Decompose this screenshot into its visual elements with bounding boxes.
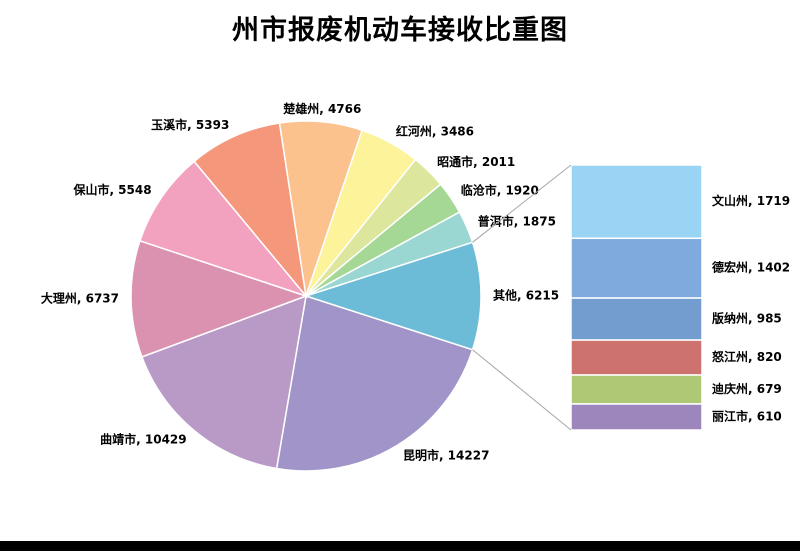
breakout-segment bbox=[570, 237, 703, 299]
chart-title: 州市报废机动车接收比重图 bbox=[232, 15, 568, 46]
slice-label: 曲靖市, 10429 bbox=[100, 431, 187, 446]
breakout-label: 迪庆州, 679 bbox=[712, 381, 782, 396]
slice-label: 玉溪市, 5393 bbox=[151, 117, 229, 132]
slice-label: 临沧市, 1920 bbox=[461, 182, 539, 197]
breakout-segment bbox=[570, 297, 703, 341]
slice-label: 楚雄州, 4766 bbox=[282, 101, 361, 116]
pie-slice bbox=[130, 239, 309, 358]
pie-slice bbox=[275, 295, 474, 472]
breakout-segment bbox=[570, 403, 703, 431]
slice-label: 保山市, 5548 bbox=[72, 182, 151, 197]
slice-label: 普洱市, 1875 bbox=[478, 214, 556, 229]
pie-slice bbox=[140, 294, 307, 470]
breakout-segment bbox=[570, 339, 703, 376]
breakout-label: 丽江市, 610 bbox=[712, 408, 782, 423]
slice-label: 其他, 6215 bbox=[493, 288, 559, 303]
breakout-label: 文山州, 1719 bbox=[712, 193, 790, 208]
pie-slice bbox=[138, 160, 309, 298]
slice-label: 昭通市, 2011 bbox=[437, 154, 515, 169]
breakout-label: 版纳州, 985 bbox=[712, 311, 782, 326]
slice-label: 大理州, 6737 bbox=[41, 291, 119, 306]
slice-label: 昆明市, 14227 bbox=[403, 447, 490, 462]
breakout-segment bbox=[570, 374, 703, 405]
pie-slice bbox=[193, 122, 308, 299]
pie-slice bbox=[303, 241, 482, 351]
connector-line bbox=[472, 164, 572, 243]
slice-label: 红河州, 3486 bbox=[396, 124, 474, 139]
breakout-label: 怒江州, 820 bbox=[712, 349, 782, 364]
breakout-segment bbox=[570, 164, 703, 240]
breakout-label: 德宏州, 1402 bbox=[712, 260, 790, 275]
connector-line bbox=[472, 349, 572, 431]
